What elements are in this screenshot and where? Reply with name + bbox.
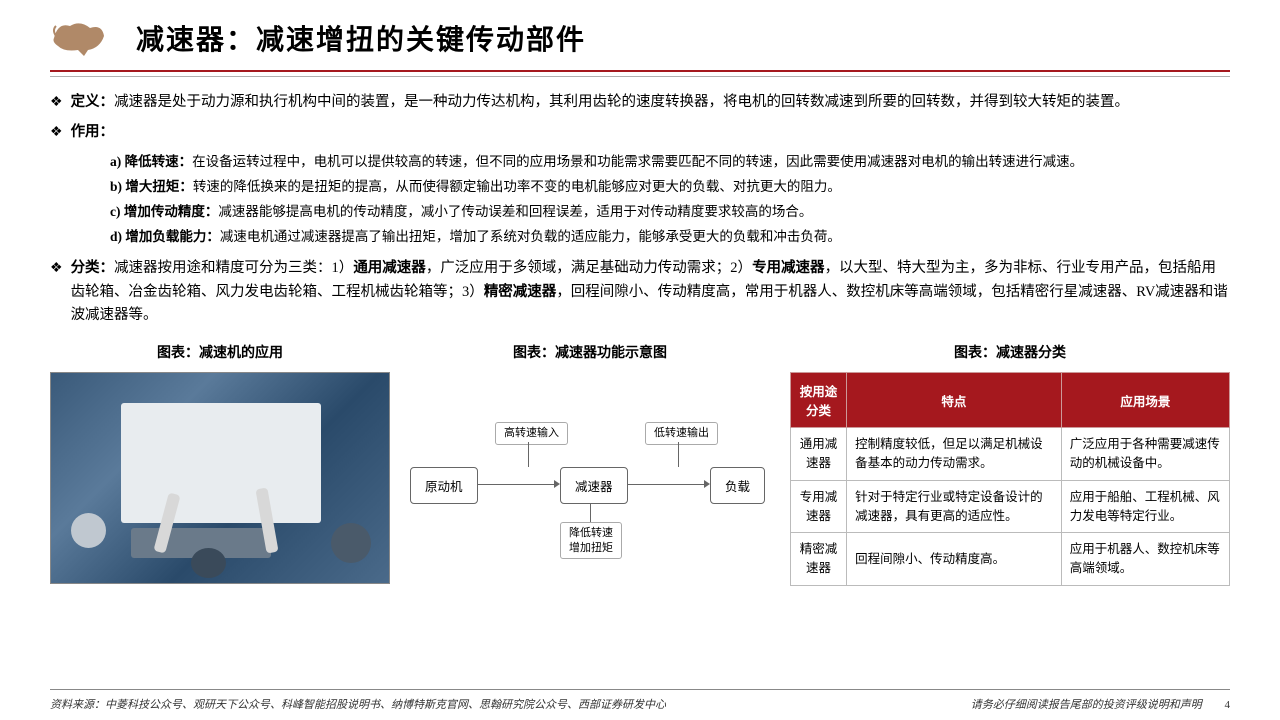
flow-label-top-left: 高转速输入 xyxy=(495,422,568,444)
figure-1-title: 图表：减速机的应用 xyxy=(50,342,390,362)
page-number: 4 xyxy=(1225,699,1231,711)
flowchart: 原动机 减速器 负载 高转速输入 低转速输出 降低转速 增加扭矩 xyxy=(400,392,780,572)
figure-1: 图表：减速机的应用 xyxy=(50,342,390,586)
flow-label-bottom: 降低转速 增加扭矩 xyxy=(560,522,622,559)
footer: 资料来源：中菱科技公众号、观研天下公众号、科峰智能招股说明书、纳博特斯克官网、思… xyxy=(0,689,1280,712)
th-1: 按用途分类 xyxy=(791,373,847,428)
figure-2: 图表：减速器功能示意图 原动机 减速器 负载 高转速输入 低转速输出 降低转速 … xyxy=(400,342,780,586)
footer-disclaimer: 请务必仔细阅读报告尾部的投资评级说明和声明 xyxy=(971,699,1202,711)
footer-source: 资料来源：中菱科技公众号、观研天下公众号、科峰智能招股说明书、纳博特斯克官网、思… xyxy=(50,696,666,712)
title-underline-red xyxy=(50,70,1230,72)
bull-logo-icon xyxy=(50,18,106,58)
flow-label-top-right: 低转速输出 xyxy=(645,422,718,444)
sublist-c: c) 增加传动精度：减速器能够提高电机的传动精度，减小了传动误差和回程误差，适用… xyxy=(110,201,1230,224)
classification-table: 按用途分类 特点 应用场景 通用减速器 控制精度较低，但足以满足机械设备基本的动… xyxy=(790,372,1230,586)
figure-3: 图表：减速器分类 按用途分类 特点 应用场景 通用减速器 控制精度较低，但足以满… xyxy=(790,342,1230,586)
table-row: 精密减速器 回程间隙小、传动精度高。 应用于机器人、数控机床等高端领域。 xyxy=(791,533,1230,586)
class-label: 分类： xyxy=(71,260,115,276)
diamond-icon: ❖ xyxy=(50,121,63,145)
figure-2-title: 图表：减速器功能示意图 xyxy=(400,342,780,362)
figures-row: 图表：减速机的应用 图表：减速器功能示意图 原动机 减速器 负载 高转速输入 低… xyxy=(50,342,1230,586)
header: 减速器：减速增扭的关键传动部件 xyxy=(0,0,1280,70)
sublist-d: d) 增加负载能力：减速电机通过减速器提高了输出扭矩，增加了系统对负载的适应能力… xyxy=(110,226,1230,249)
th-3: 应用场景 xyxy=(1061,373,1229,428)
table-row: 通用减速器 控制精度较低，但足以满足机械设备基本的动力传动需求。 广泛应用于各种… xyxy=(791,428,1230,481)
flow-node-2: 减速器 xyxy=(560,467,628,504)
sublist-a: a) 降低转速：在设备运转过程中，电机可以提供较高的转速，但不同的应用场景和功能… xyxy=(110,151,1230,174)
diamond-icon: ❖ xyxy=(50,91,63,115)
figure-3-title: 图表：减速器分类 xyxy=(790,342,1230,362)
sublist-b: b) 增大扭矩：转速的降低换来的是扭矩的提高，从而使得额定输出功率不变的电机能够… xyxy=(110,176,1230,199)
page-title: 减速器：减速增扭的关键传动部件 xyxy=(136,18,586,58)
role-sublist: a) 降低转速：在设备运转过程中，电机可以提供较高的转速，但不同的应用场景和功能… xyxy=(110,151,1230,249)
industrial-image xyxy=(50,372,390,584)
def-label: 定义： xyxy=(71,94,115,110)
role-label: 作用： xyxy=(71,121,115,145)
footer-line xyxy=(50,689,1230,690)
table-row: 专用减速器 针对于特定行业或特定设备设计的减速器，具有更高的适应性。 应用于船舶… xyxy=(791,480,1230,533)
bullet-classification: ❖ 分类：减速器按用途和精度可分为三类：1）通用减速器，广泛应用于多领域，满足基… xyxy=(50,257,1230,329)
th-2: 特点 xyxy=(847,373,1062,428)
content-body: ❖ 定义：减速器是处于动力源和执行机构中间的装置，是一种动力传达机构，其利用齿轮… xyxy=(0,91,1280,328)
title-underline-grey xyxy=(50,76,1230,77)
flow-node-3: 负载 xyxy=(710,467,765,504)
def-text: 减速器是处于动力源和执行机构中间的装置，是一种动力传达机构，其利用齿轮的速度转换… xyxy=(114,94,1129,110)
bullet-role: ❖ 作用： xyxy=(50,121,1230,145)
bullet-definition: ❖ 定义：减速器是处于动力源和执行机构中间的装置，是一种动力传达机构，其利用齿轮… xyxy=(50,91,1230,115)
flow-node-1: 原动机 xyxy=(410,467,478,504)
diamond-icon: ❖ xyxy=(50,257,63,329)
